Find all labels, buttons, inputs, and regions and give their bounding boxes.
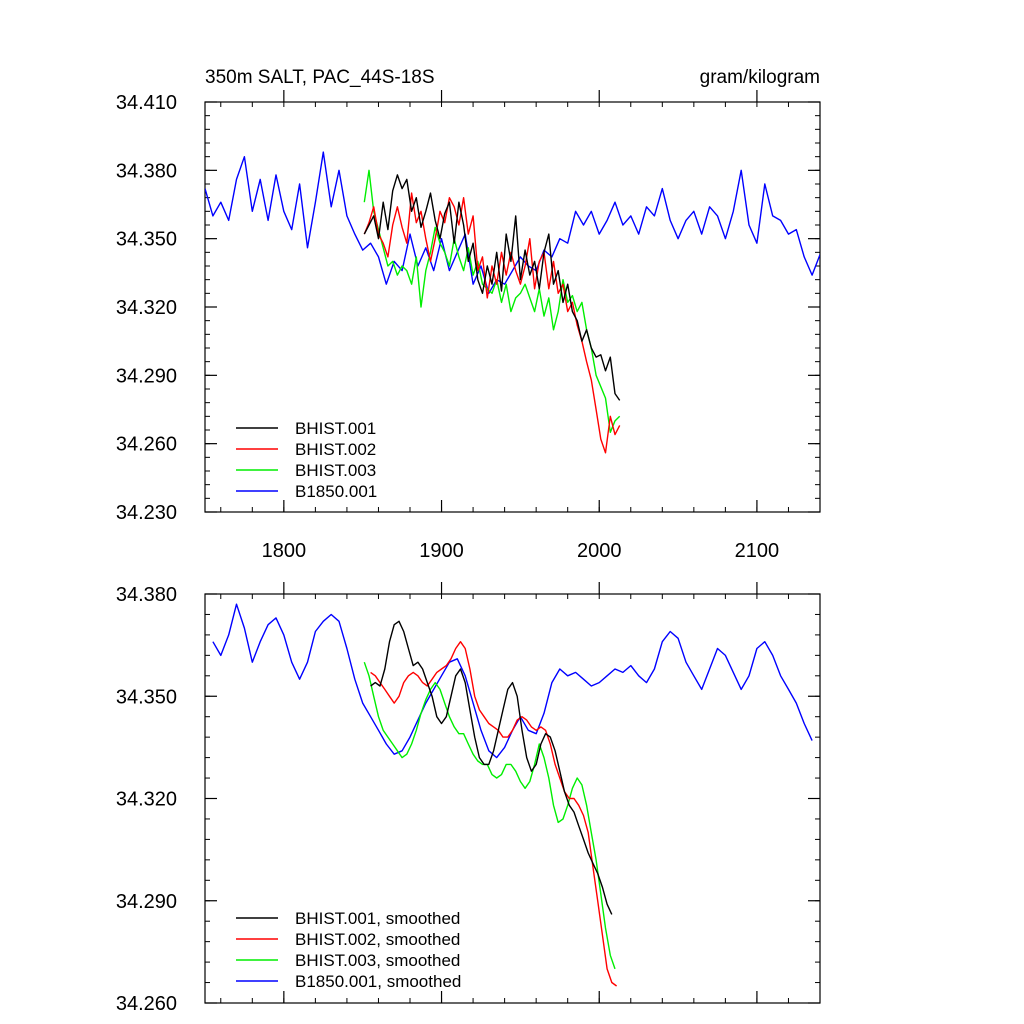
series-line-bhist-003 [363,169,621,433]
y-tick-label: 34.380 [116,160,177,182]
x-tick-label: 1900 [419,540,464,562]
chart-title-left: 350m SALT, PAC_44S-18S [205,67,435,88]
legend-label: B1850.001 [295,482,377,501]
series-group [212,603,813,987]
series-line-b1850-001 [205,151,820,294]
legend: BHIST.001, smoothed BHIST.002, smoothed BH… [236,909,461,991]
y-tick-label: 34.260 [116,434,177,456]
y-tick-label: 34.290 [116,365,177,387]
y-tick-label: 34.350 [116,686,177,708]
x-tick-label: 2000 [577,540,622,562]
legend-label: BHIST.002 [295,440,376,459]
legend-label: BHIST.003, smoothed [295,951,460,970]
y-tick-label: 34.350 [116,229,177,251]
y-tick-label: 34.230 [116,502,177,524]
series-line-b1850-001-smoothed [212,603,813,759]
series-line-bhist-002 [363,192,621,454]
bottom-panel: 34.260 34.290 34.320 34.350 34.380 BHIST.001,… [116,582,821,1015]
y-tick-label: 34.320 [116,297,177,319]
x-tick-label: 2100 [735,540,780,562]
series-line-bhist-001-smoothed [370,620,613,915]
series-line-bhist-001 [363,174,621,401]
chart-title-right: gram/kilogram [700,67,820,88]
y-tick-label: 34.260 [116,993,177,1015]
y-tick-label: 34.410 [116,92,177,114]
legend: BHIST.001 BHIST.002 BHIST.003 B1850.001 [236,419,377,501]
x-tick-label: 1800 [262,540,307,562]
legend-label: BHIST.001, smoothed [295,909,460,928]
series-line-bhist-002-smoothed [370,641,618,987]
series-group [205,151,820,454]
series-line-bhist-003-smoothed [363,661,616,970]
y-tick-label: 34.380 [116,584,177,606]
y-tick-label: 34.290 [116,891,177,913]
y-tick-label: 34.320 [116,789,177,811]
legend-label: BHIST.003 [295,461,376,480]
top-panel: 350m SALT, PAC_44S-18S gram/kilogram 34.… [116,67,821,562]
legend-label: B1850.001, smoothed [295,972,461,991]
legend-label: BHIST.001 [295,419,376,438]
legend-label: BHIST.002, smoothed [295,930,460,949]
